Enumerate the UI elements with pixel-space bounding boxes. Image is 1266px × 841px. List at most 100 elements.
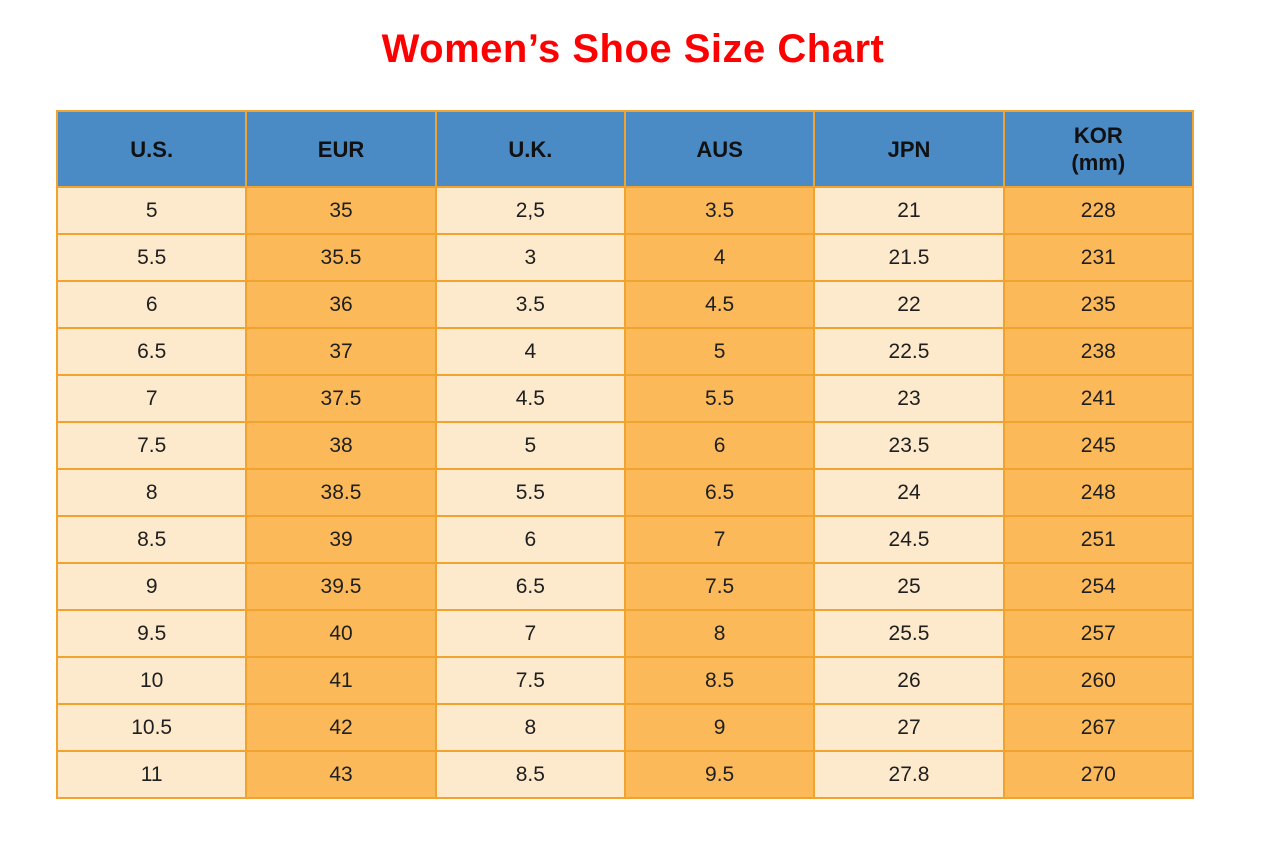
table-cell: 5.5 bbox=[55, 233, 248, 282]
column-header-label: JPN bbox=[887, 136, 931, 162]
table-row: 8.5 39 6 7 24.5 251 bbox=[55, 515, 1195, 564]
table-cell: 35 bbox=[245, 186, 437, 235]
column-header-label: EUR bbox=[317, 136, 365, 162]
table-body: 5 35 2,5 3.5 21 228 5.5 35.5 3 4 21.5 231 6 36 3.5 4.5 2… bbox=[55, 186, 1195, 799]
table-cell: 23.5 bbox=[813, 421, 1005, 470]
table-cell: 228 bbox=[1002, 186, 1195, 235]
table-cell: 5 bbox=[623, 327, 816, 376]
table-cell: 24 bbox=[813, 468, 1005, 517]
table-cell: 4.5 bbox=[623, 280, 816, 329]
column-header-uk: U.K. bbox=[434, 110, 626, 188]
table-cell: 5.5 bbox=[434, 468, 626, 517]
column-header-label: U.K. bbox=[508, 136, 553, 162]
table-cell: 21 bbox=[813, 186, 1005, 235]
table-cell: 25 bbox=[813, 562, 1005, 611]
table-cell: 43 bbox=[245, 750, 437, 799]
table-cell: 22.5 bbox=[813, 327, 1005, 376]
table-cell: 248 bbox=[1002, 468, 1195, 517]
table-cell: 22 bbox=[813, 280, 1005, 329]
column-header-aus: AUS bbox=[623, 110, 816, 188]
table-cell: 231 bbox=[1002, 233, 1195, 282]
table-row: 11 43 8.5 9.5 27.8 270 bbox=[55, 750, 1195, 799]
table-cell: 6.5 bbox=[434, 562, 626, 611]
table-cell: 21.5 bbox=[813, 233, 1005, 282]
table-row: 7.5 38 5 6 23.5 245 bbox=[55, 421, 1195, 470]
table-cell: 5.5 bbox=[623, 374, 816, 423]
table-cell: 6 bbox=[434, 515, 626, 564]
table-cell: 6 bbox=[55, 280, 248, 329]
table-cell: 5 bbox=[55, 186, 248, 235]
table-cell: 251 bbox=[1002, 515, 1195, 564]
table-row: 9.5 40 7 8 25.5 257 bbox=[55, 609, 1195, 658]
table-cell: 8.5 bbox=[55, 515, 248, 564]
table-cell: 10 bbox=[55, 656, 248, 705]
table-cell: 41 bbox=[245, 656, 437, 705]
table-row: 6.5 37 4 5 22.5 238 bbox=[55, 327, 1195, 376]
table-row: 10 41 7.5 8.5 26 260 bbox=[55, 656, 1195, 705]
column-header-label: U.S. bbox=[130, 136, 174, 162]
table-cell: 267 bbox=[1002, 703, 1195, 752]
table-cell: 238 bbox=[1002, 327, 1195, 376]
table-cell: 42 bbox=[245, 703, 437, 752]
table-cell: 8.5 bbox=[434, 750, 626, 799]
table-cell: 38 bbox=[245, 421, 437, 470]
table-cell: 254 bbox=[1002, 562, 1195, 611]
table-cell: 8 bbox=[623, 609, 816, 658]
table-cell: 8 bbox=[55, 468, 248, 517]
table-row: 5.5 35.5 3 4 21.5 231 bbox=[55, 233, 1195, 282]
table-cell: 270 bbox=[1002, 750, 1195, 799]
table-cell: 6 bbox=[623, 421, 816, 470]
table-cell: 8 bbox=[434, 703, 626, 752]
table-header: U.S. EUR U.K. AUS JPN KOR (mm) bbox=[55, 110, 1195, 188]
table-cell: 6.5 bbox=[55, 327, 248, 376]
table-row: 9 39.5 6.5 7.5 25 254 bbox=[55, 562, 1195, 611]
table-cell: 260 bbox=[1002, 656, 1195, 705]
table-cell: 245 bbox=[1002, 421, 1195, 470]
table-row: 5 35 2,5 3.5 21 228 bbox=[55, 186, 1195, 235]
table-cell: 9 bbox=[623, 703, 816, 752]
table-cell: 7.5 bbox=[55, 421, 248, 470]
table-cell: 4.5 bbox=[434, 374, 626, 423]
column-header-us: U.S. bbox=[55, 110, 248, 188]
table-cell: 37 bbox=[245, 327, 437, 376]
table-cell: 39.5 bbox=[245, 562, 437, 611]
table-cell: 35.5 bbox=[245, 233, 437, 282]
table-cell: 39 bbox=[245, 515, 437, 564]
table-row: 10.5 42 8 9 27 267 bbox=[55, 703, 1195, 752]
table-cell: 11 bbox=[55, 750, 248, 799]
table-cell: 6.5 bbox=[623, 468, 816, 517]
table-cell: 7 bbox=[434, 609, 626, 658]
table-cell: 2,5 bbox=[434, 186, 626, 235]
page-title: Women’s Shoe Size Chart bbox=[381, 27, 885, 71]
table-cell: 25.5 bbox=[813, 609, 1005, 658]
column-header-kor: KOR (mm) bbox=[1002, 110, 1195, 188]
table-cell: 40 bbox=[245, 609, 437, 658]
table-cell: 7.5 bbox=[623, 562, 816, 611]
table-cell: 24.5 bbox=[813, 515, 1005, 564]
table-cell: 3.5 bbox=[434, 280, 626, 329]
table-header-row: U.S. EUR U.K. AUS JPN KOR (mm) bbox=[55, 110, 1195, 188]
table-cell: 7 bbox=[55, 374, 248, 423]
table-cell: 27 bbox=[813, 703, 1005, 752]
table-cell: 10.5 bbox=[55, 703, 248, 752]
table-cell: 9.5 bbox=[623, 750, 816, 799]
table-cell: 38.5 bbox=[245, 468, 437, 517]
table-row: 7 37.5 4.5 5.5 23 241 bbox=[55, 374, 1195, 423]
table-cell: 4 bbox=[623, 233, 816, 282]
column-header-label: AUS bbox=[696, 136, 743, 162]
table-cell: 36 bbox=[245, 280, 437, 329]
table-cell: 7.5 bbox=[434, 656, 626, 705]
table-cell: 5 bbox=[434, 421, 626, 470]
table-row: 6 36 3.5 4.5 22 235 bbox=[55, 280, 1195, 329]
table-cell: 3 bbox=[434, 233, 626, 282]
table-cell: 257 bbox=[1002, 609, 1195, 658]
column-header-sublabel: (mm) bbox=[1071, 150, 1126, 175]
shoe-size-table: U.S. EUR U.K. AUS JPN KOR (mm) 5 35 2,5 3.5 21 228 5… bbox=[55, 110, 1195, 799]
table-cell: 241 bbox=[1002, 374, 1195, 423]
table-cell: 235 bbox=[1002, 280, 1195, 329]
table-cell: 8.5 bbox=[623, 656, 816, 705]
table-cell: 3.5 bbox=[623, 186, 816, 235]
table-cell: 26 bbox=[813, 656, 1005, 705]
table-cell: 9 bbox=[55, 562, 248, 611]
